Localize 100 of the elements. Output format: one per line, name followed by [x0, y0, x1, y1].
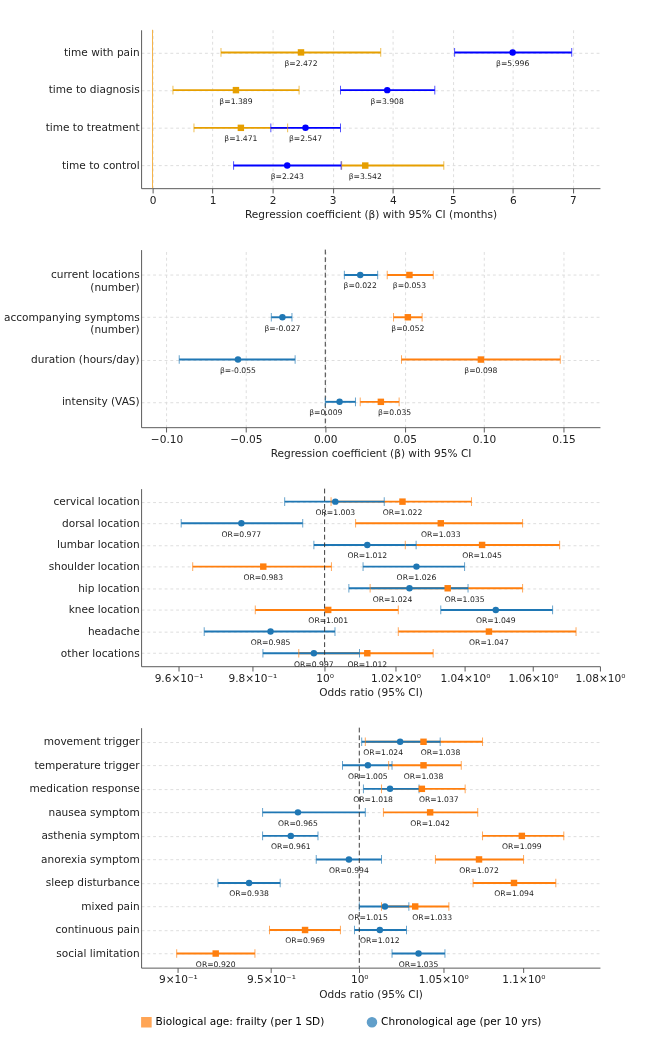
data-label: OR=1.038 — [403, 771, 444, 781]
y-tick-label: social limitation — [56, 946, 140, 959]
data-label: β=0.052 — [391, 323, 425, 333]
data-label: OR=1.022 — [382, 508, 423, 518]
y-tick-label: knee location — [68, 603, 140, 616]
data-label: OR=0.965 — [278, 818, 318, 828]
data-label: β=5.996 — [496, 58, 530, 68]
data-label: OR=1.035 — [444, 594, 485, 604]
data-label: OR=1.045 — [462, 551, 503, 561]
data-label: OR=0.985 — [250, 638, 291, 648]
data-label: OR=1.015 — [348, 912, 388, 922]
y-tick-label: intensity (VAS) — [61, 395, 140, 408]
y-tick-label: asthenia symptom — [41, 829, 140, 842]
y-tick-label: cervical location — [53, 495, 140, 507]
data-label: β=3.908 — [370, 96, 404, 106]
y-tick-label: other locations — [60, 646, 140, 659]
x-tick-label: 1.1×10⁰ — [502, 973, 546, 986]
data-label: OR=1.005 — [348, 771, 388, 781]
x-tick-label: 0.05 — [393, 433, 417, 446]
x-tick-label: 9×10⁻¹ — [158, 973, 198, 986]
y-tick-label: time to treatment — [45, 121, 140, 134]
y-tick-label: sleep disturbance — [45, 876, 140, 889]
y-tick-label: mixed pain — [81, 899, 140, 912]
data-label: β=1.389 — [219, 96, 253, 106]
data-label: OR=1.038 — [420, 748, 461, 758]
data-label: OR=0.920 — [195, 959, 236, 969]
data-label: β=0.022 — [343, 281, 377, 291]
x-axis-title: Regression coefficient (β) with 95% CI — [270, 447, 472, 460]
y-tick-label: medication response — [29, 782, 140, 795]
data-label: β=1.471 — [224, 134, 258, 144]
data-label: β=0.035 — [377, 408, 412, 418]
data-label: OR=1.049 — [475, 616, 516, 626]
data-label: OR=1.042 — [410, 818, 451, 828]
x-axis-title: Odds ratio (95% CI) — [319, 686, 423, 699]
data-label: OR=1.024 — [363, 748, 404, 758]
data-label: OR=1.099 — [502, 842, 542, 852]
y-tick-label: nausea symptom — [48, 805, 140, 818]
x-tick-label: 0.15 — [552, 433, 576, 446]
data-label: OR=1.018 — [353, 795, 394, 805]
legend-label: Chronological age (per 10 yrs) — [381, 1015, 542, 1028]
y-tick-label: time to diagnosis — [48, 83, 140, 96]
y-tick-label: movement trigger — [43, 735, 141, 748]
y-tick-label: accompanying symptoms (number) — [4, 310, 140, 336]
data-label: OR=0.961 — [270, 842, 311, 852]
y-tick-label: anorexia symptom — [41, 852, 140, 865]
x-tick-label: 9.8×10⁻¹ — [228, 672, 278, 685]
y-tick-label: time with pain — [63, 45, 140, 58]
y-tick-label: temperature trigger — [34, 758, 141, 771]
x-tick-label: 0 — [149, 194, 157, 207]
data-label: β=2.243 — [270, 171, 304, 181]
data-label: OR=0.977 — [221, 529, 262, 539]
data-label: OR=0.938 — [229, 889, 270, 899]
x-tick-label: 2 — [269, 194, 277, 207]
y-tick-label: lumbar location — [57, 538, 140, 551]
data-label: OR=1.072 — [459, 865, 499, 875]
data-label: β=2.547 — [288, 134, 323, 144]
y-tick-label: duration (hours/day) — [31, 352, 140, 365]
data-label: OR=1.035 — [398, 959, 439, 969]
y-tick-label: current locations (number) — [50, 268, 140, 293]
x-tick-label: 5 — [449, 194, 457, 207]
data-label: OR=0.994 — [329, 865, 369, 875]
x-tick-label: 0.00 — [314, 433, 338, 446]
data-label: OR=1.047 — [469, 638, 509, 648]
data-label: β=3.542 — [348, 171, 382, 181]
y-tick-label: continuous pain — [55, 923, 140, 936]
data-label: OR=1.012 — [359, 936, 400, 946]
x-tick-label: 6 — [510, 194, 517, 207]
data-label: OR=1.094 — [494, 889, 534, 899]
x-tick-label: 10⁰ — [350, 973, 369, 986]
x-tick-label: 10⁰ — [316, 672, 334, 685]
data-label: OR=1.037 — [418, 795, 459, 805]
x-tick-label: 1.08×10⁰ — [575, 672, 626, 685]
x-tick-label: 3 — [329, 194, 337, 207]
y-tick-label: headache — [87, 624, 140, 637]
x-tick-label: 9.6×10⁻¹ — [154, 672, 204, 685]
x-axis-title: Regression coefficient (β) with 95% CI (months) — [245, 208, 498, 221]
data-label: OR=1.024 — [372, 594, 413, 604]
data-label: OR=0.969 — [285, 936, 326, 946]
x-tick-label: 1 — [209, 194, 217, 207]
x-tick-label: −0.05 — [230, 433, 263, 446]
x-tick-label: 1.06×10⁰ — [508, 672, 559, 685]
data-label: OR=1.003 — [315, 508, 356, 518]
data-label: β=2.472 — [284, 58, 318, 68]
data-label: OR=1.026 — [396, 573, 437, 583]
y-tick-label: hip location — [78, 581, 140, 594]
x-tick-label: −0.10 — [150, 433, 184, 446]
data-label: β=0.098 — [464, 365, 498, 375]
x-tick-label: 4 — [389, 194, 397, 207]
y-tick-label: shoulder location — [48, 559, 140, 572]
data-label: OR=0.983 — [243, 573, 284, 583]
data-label: OR=1.012 — [347, 551, 388, 561]
x-tick-label: 7 — [570, 194, 577, 207]
data-label: β=-0.055 — [219, 365, 257, 375]
legend-label: Biological age: frailty (per 1 SD) — [155, 1015, 325, 1028]
y-tick-label: time to control — [61, 158, 140, 171]
x-tick-label: 1.05×10⁰ — [418, 973, 469, 986]
data-label: OR=1.033 — [420, 529, 461, 539]
data-label: OR=1.033 — [412, 912, 453, 922]
x-tick-label: 9.5×10⁻¹ — [247, 973, 296, 986]
x-axis-title: Odds ratio (95% CI) — [319, 987, 423, 1000]
